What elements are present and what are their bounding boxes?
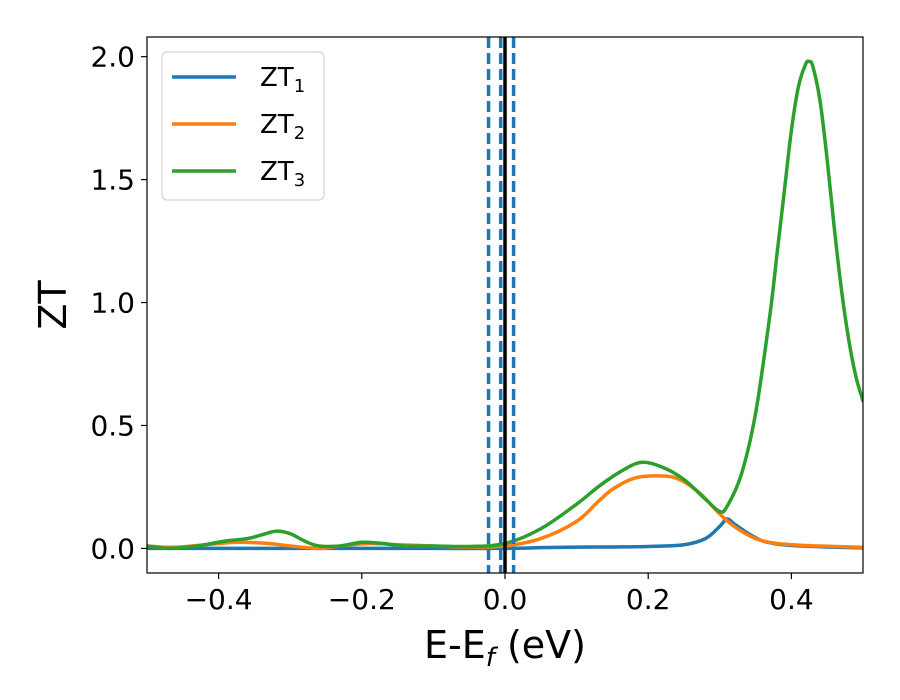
y-tick-label: 1.5	[90, 164, 135, 197]
y-tick-label: 0.0	[90, 532, 135, 565]
y-tick-label: 1.0	[90, 287, 135, 320]
reference-lines	[486, 37, 516, 573]
series-line-zt2	[147, 474, 863, 551]
x-tick-label: −0.4	[185, 583, 253, 616]
x-tick-label: 0.2	[626, 583, 671, 616]
legend-box	[161, 51, 325, 201]
series-line-zt3	[147, 59, 863, 551]
legend-label-zt2: ZT2	[260, 110, 305, 144]
y-tick-label: 0.5	[90, 409, 135, 442]
y-tick-label: 2.0	[90, 41, 135, 74]
legend: ZT1 ZT2 ZT3	[161, 51, 325, 201]
x-tick-label: 0.4	[769, 583, 814, 616]
legend-label-zt3: ZT3	[260, 157, 305, 191]
y-axis: 0.0 0.5 1.0 1.5 2.0	[90, 41, 147, 565]
x-tick-label: 0.0	[483, 583, 528, 616]
x-tick-label: −0.2	[328, 583, 396, 616]
series-curves	[147, 59, 863, 551]
y-axis-label: ZT	[31, 280, 75, 330]
x-axis-label: E-Ef (eV)	[424, 623, 586, 673]
x-axis: −0.4 −0.2 0.0 0.2 0.4	[185, 573, 814, 616]
legend-label-zt1: ZT1	[260, 63, 305, 97]
